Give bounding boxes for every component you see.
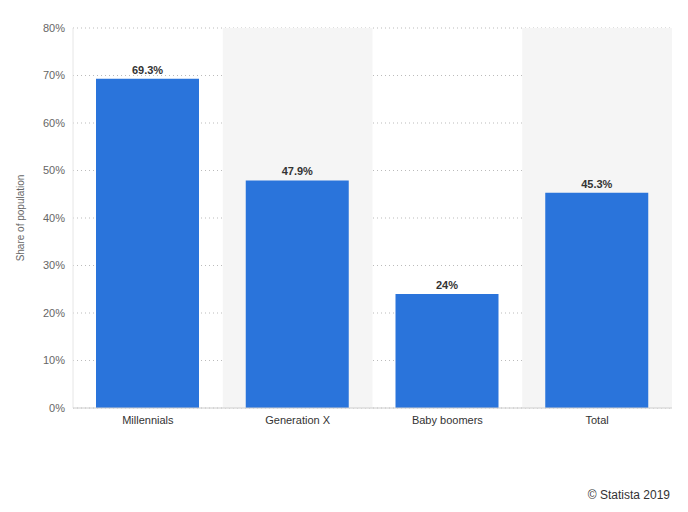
svg-text:24%: 24% — [436, 279, 458, 291]
svg-text:50%: 50% — [43, 164, 65, 176]
svg-text:Baby boomers: Baby boomers — [412, 414, 483, 426]
svg-text:80%: 80% — [43, 22, 65, 34]
svg-text:30%: 30% — [43, 259, 65, 271]
svg-text:Generation X: Generation X — [265, 414, 330, 426]
svg-text:10%: 10% — [43, 354, 65, 366]
svg-text:0%: 0% — [49, 402, 65, 414]
svg-text:Millennials: Millennials — [122, 414, 174, 426]
svg-text:45.3%: 45.3% — [581, 178, 612, 190]
html-text:© Statista 2019: © Statista 2019 — [587, 488, 670, 502]
svg-text:70%: 70% — [43, 69, 65, 81]
svg-text:40%: 40% — [43, 212, 65, 224]
svg-text:Share of population: Share of population — [15, 175, 26, 262]
svg-text:47.9%: 47.9% — [282, 165, 313, 177]
svg-text:69.3%: 69.3% — [132, 64, 163, 76]
svg-text:Total: Total — [586, 414, 609, 426]
svg-text:20%: 20% — [43, 307, 65, 319]
svg-text:60%: 60% — [43, 117, 65, 129]
